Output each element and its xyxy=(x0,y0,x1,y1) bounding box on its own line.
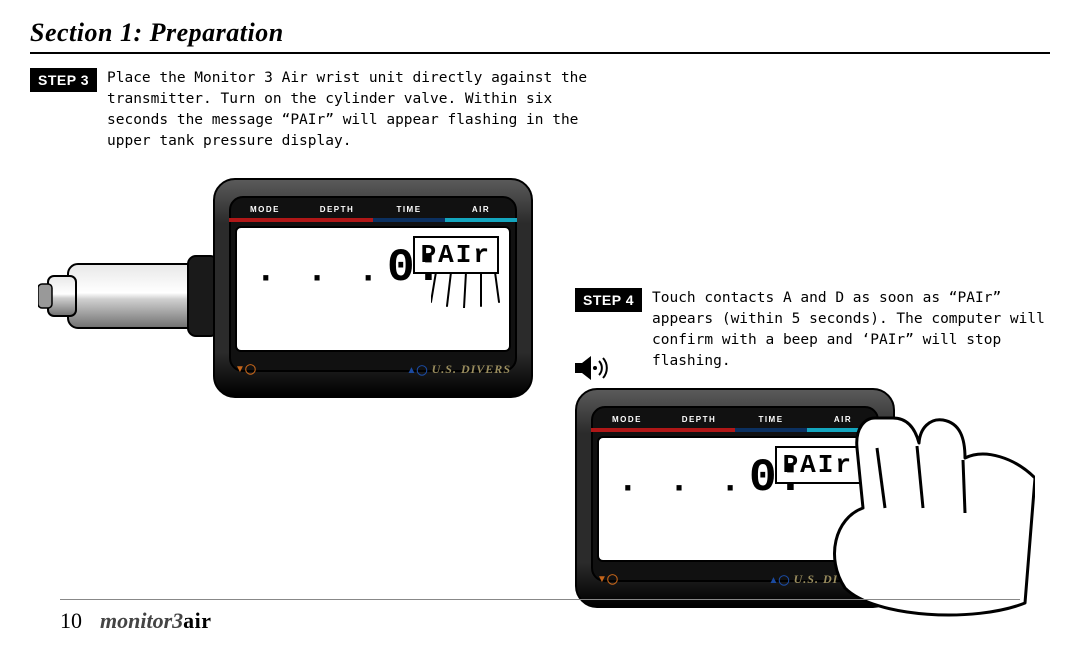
step4-text: Touch contacts A and D as soon as “PAIr”… xyxy=(652,288,1055,372)
product-logo: monitor3air xyxy=(100,608,212,634)
figure-2: MODE DEPTH TIME AIR · · · 0: PAIr ▼◯ ▲◯U… xyxy=(575,378,1005,618)
footer-rule xyxy=(60,599,1020,600)
triangle-up-icon: ▲◯ xyxy=(407,365,428,376)
monitor-header: MODE DEPTH TIME AIR xyxy=(229,200,517,218)
figure-1: MODE DEPTH TIME AIR · · · 0: PAIr xyxy=(38,168,548,428)
screen-pair: PAIr xyxy=(413,236,499,274)
step3-badge: STEP 3 xyxy=(30,68,97,92)
header-depth: DEPTH xyxy=(301,200,373,218)
monitor-screen-1: · · · 0: PAIr xyxy=(235,226,511,352)
step4-badge: STEP 4 xyxy=(575,288,642,312)
monitor-device-1: MODE DEPTH TIME AIR · · · 0: PAIr xyxy=(213,178,533,398)
flash-lines-icon xyxy=(431,272,501,308)
triangle-down-icon: ▼◯ xyxy=(235,364,256,375)
step4-block: STEP 4 Touch contacts A and D as soon as… xyxy=(575,288,1055,372)
page-number: 10 xyxy=(60,608,82,634)
step3-text: Place the Monitor 3 Air wrist unit direc… xyxy=(107,68,590,152)
header-mode: MODE xyxy=(229,200,301,218)
hand-icon xyxy=(815,408,1035,618)
header-air: AIR xyxy=(445,200,517,218)
monitor-brand: U.S. DIVERS xyxy=(432,362,511,376)
transmitter-icon xyxy=(38,246,218,346)
monitor-footer: ▼◯ ▲◯ U.S. DIVERS xyxy=(235,358,511,380)
screen-dots: · · · xyxy=(255,258,383,299)
section-title: Section 1: Preparation xyxy=(30,18,1050,54)
step3-block: STEP 3 Place the Monitor 3 Air wrist uni… xyxy=(30,68,590,152)
header-time: TIME xyxy=(373,200,445,218)
page-footer: 10 monitor3air xyxy=(60,608,212,634)
